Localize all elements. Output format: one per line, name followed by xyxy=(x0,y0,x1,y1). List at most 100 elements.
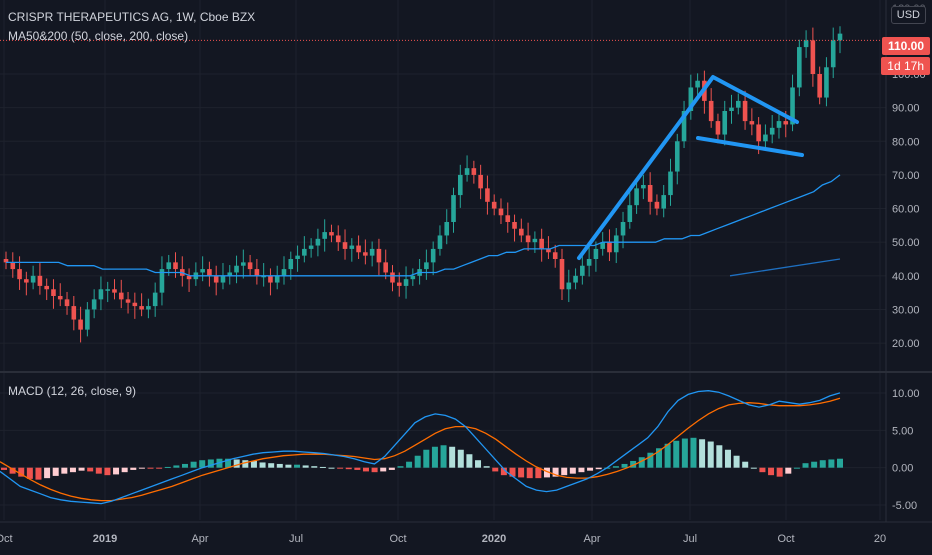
macd-histogram-bar xyxy=(673,440,680,468)
candle-body xyxy=(620,222,626,236)
candle-body xyxy=(464,168,470,175)
macd-histogram-bar xyxy=(113,467,120,475)
candle-body xyxy=(17,269,22,280)
candle-body xyxy=(607,242,612,253)
candle-body xyxy=(763,134,768,142)
candle-body xyxy=(261,275,266,278)
candle-body xyxy=(234,265,239,273)
price-tick-label: 70.00 xyxy=(892,170,920,182)
candle-body xyxy=(566,282,572,290)
candle-body xyxy=(329,232,334,236)
macd-histogram-bar xyxy=(630,460,637,468)
candle-body xyxy=(797,47,802,88)
candle-body xyxy=(600,242,605,249)
candle-body xyxy=(688,87,694,111)
macd-histogram-bar xyxy=(388,467,395,470)
macd-histogram-bar xyxy=(535,467,542,479)
candle-body xyxy=(512,222,517,229)
macd-legend[interactable]: MACD (12, 26, close, 9) xyxy=(8,384,137,398)
candle-body xyxy=(810,40,816,74)
macd-histogram-bar xyxy=(423,449,430,468)
price-tick-label: 40.00 xyxy=(892,271,920,283)
candle-body xyxy=(457,174,463,196)
macd-histogram-bar xyxy=(69,467,76,473)
macd-histogram-bar xyxy=(724,449,731,468)
macd-histogram-bar xyxy=(733,455,740,468)
macd-histogram-bar xyxy=(328,467,335,469)
macd-line xyxy=(0,390,841,505)
macd-histogram-bar xyxy=(1,467,7,470)
candle-body xyxy=(437,235,443,249)
macd-histogram-bar xyxy=(483,466,490,468)
candle-body xyxy=(85,309,90,330)
ma-legend[interactable]: MA50&200 (50, close, 200, close) xyxy=(8,29,189,43)
macd-histogram-bar xyxy=(466,454,473,468)
candle-body xyxy=(71,306,77,320)
candle-body xyxy=(830,40,836,68)
candle-body xyxy=(3,259,9,263)
macd-histogram-bar xyxy=(690,437,697,468)
candle-body xyxy=(769,127,775,135)
time-tick-label: Oct xyxy=(777,533,794,545)
candle-body xyxy=(647,185,653,202)
macd-histogram-bar xyxy=(181,463,188,468)
time-tick-label: Jul xyxy=(683,533,697,545)
macd-histogram-bar xyxy=(78,467,85,471)
macd-histogram-bar xyxy=(793,467,800,469)
time-tick-label: Oct xyxy=(0,533,13,545)
currency-button[interactable]: USD xyxy=(890,6,926,24)
candle-body xyxy=(471,168,477,175)
macd-histogram-bar xyxy=(716,445,723,468)
macd-histogram-bar xyxy=(61,467,68,474)
candle-body xyxy=(559,259,565,290)
candle-body xyxy=(451,195,456,222)
price-tick-label: 50.00 xyxy=(892,237,920,249)
candle-body xyxy=(410,275,416,280)
last-price-tag: 110.00 xyxy=(881,37,930,55)
trendline-flag-lower[interactable] xyxy=(696,136,804,157)
candle-body xyxy=(295,255,300,259)
macd-histogram-bar xyxy=(776,467,783,477)
candle-body xyxy=(525,235,531,243)
macd-histogram-bar xyxy=(681,438,688,468)
candle-body xyxy=(173,262,178,270)
candle-body xyxy=(756,124,761,142)
candle-body xyxy=(722,111,728,135)
candle-body xyxy=(837,33,843,41)
candle-body xyxy=(302,248,307,256)
candle-body xyxy=(274,275,280,283)
candle-body xyxy=(715,121,721,135)
candle-body xyxy=(44,285,49,290)
macd-histogram-bar xyxy=(173,465,180,468)
macd-histogram-bar xyxy=(302,465,309,468)
macd-tick-label: 10.00 xyxy=(892,388,920,400)
macd-histogram-bar xyxy=(587,467,594,471)
candle-body xyxy=(586,259,592,266)
trendline-flagpole[interactable] xyxy=(577,75,799,260)
macd-histogram-bar xyxy=(276,463,283,468)
macd-histogram-bar xyxy=(259,462,266,468)
price-tick-label: 30.00 xyxy=(892,304,920,316)
macd-histogram-bar xyxy=(354,467,361,470)
candle-body xyxy=(396,282,402,286)
macd-histogram-bar xyxy=(526,467,533,479)
macd-histogram-bar xyxy=(147,467,154,469)
macd-histogram-bar xyxy=(509,467,516,477)
candle-body xyxy=(491,201,497,209)
price-tick-label: 60.00 xyxy=(892,204,920,216)
time-tick-label: 2020 xyxy=(482,533,506,545)
candle-body xyxy=(383,262,389,273)
macd-histogram-bar xyxy=(802,463,809,468)
ma200-line xyxy=(729,258,841,277)
candle-body xyxy=(661,195,667,209)
candle-body xyxy=(335,235,341,243)
candle-body xyxy=(241,262,246,266)
candle-body xyxy=(478,174,483,189)
candle-body xyxy=(220,275,226,283)
macd-histogram-bar xyxy=(440,445,447,468)
macd-histogram-bar xyxy=(750,467,757,469)
macd-histogram-bar xyxy=(242,460,249,468)
candle-body xyxy=(281,269,287,276)
